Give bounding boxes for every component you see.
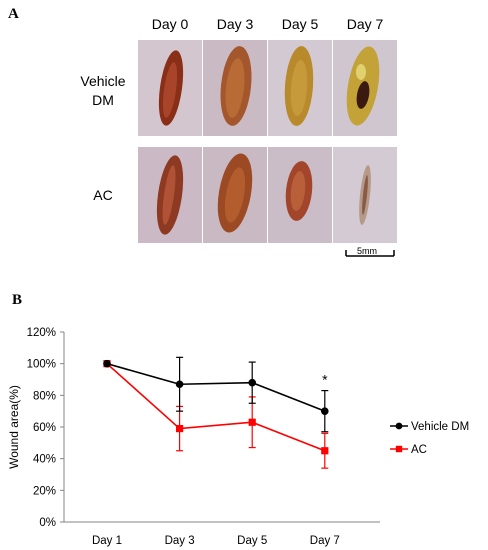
y-tick-label: 40% — [33, 454, 56, 466]
panel-a-letter: A — [8, 6, 19, 22]
series-line-vehicle-dm — [106, 362, 326, 412]
y-tick-label: 20% — [33, 485, 56, 497]
data-point — [321, 407, 329, 415]
x-tick-label: Day 5 — [237, 535, 267, 547]
wound-photo-vehicle-day7 — [333, 40, 397, 136]
column-label-day7: Day 7 — [346, 16, 384, 32]
x-tick-label: Day 1 — [92, 535, 122, 547]
data-point — [176, 424, 184, 433]
x-tick-label: Day 7 — [310, 535, 340, 547]
column-label-day0: Day 0 — [151, 16, 189, 32]
y-axis-title: Wound area(%) — [7, 385, 21, 469]
legend-label: Vehicle DM — [411, 421, 469, 433]
scale-bar — [345, 250, 395, 257]
data-point — [248, 418, 256, 426]
wound-photo-ac-day0 — [138, 147, 202, 243]
data-point — [321, 447, 329, 455]
legend-marker — [395, 422, 403, 430]
significance-annotation: * — [322, 372, 328, 388]
wound-photo-ac-day3 — [203, 147, 267, 243]
y-tick-label: 120% — [27, 327, 56, 339]
wound-area-chart: 0% 20% 40% 60% 80% 100% 120% Day 1 Day 3 Day 5 Day… — [7, 327, 469, 547]
row-label-vehicle-line1: Vehicle — [80, 73, 126, 89]
data-point — [175, 380, 184, 389]
legend-label: AC — [411, 444, 427, 456]
data-point — [248, 378, 256, 387]
legend-marker — [395, 445, 403, 453]
data-point — [103, 359, 111, 368]
y-tick-label: 60% — [33, 422, 56, 434]
wound-photo-vehicle-day0 — [138, 40, 202, 136]
y-tick-label: 80% — [33, 390, 56, 402]
row-label-ac: AC — [68, 186, 138, 205]
scale-bar-label: 5mm — [357, 246, 377, 256]
wound-photo-ac-day5 — [268, 147, 332, 243]
y-tick-label: 100% — [27, 359, 56, 371]
wound-photo-vehicle-day3 — [203, 40, 267, 136]
wound-photo-vehicle-day5 — [268, 40, 332, 136]
panel-b-letter: B — [12, 292, 23, 308]
row-label-ac-line1: AC — [93, 187, 113, 203]
column-label-day3: Day 3 — [216, 16, 254, 32]
series-line-ac — [106, 363, 326, 452]
y-tick-label: 0% — [39, 517, 56, 529]
wound-photo-ac-day7 — [333, 147, 397, 243]
row-label-vehicle-dm: Vehicle DM — [68, 72, 138, 110]
x-tick-label: Day 3 — [165, 535, 195, 547]
column-label-day5: Day 5 — [281, 16, 319, 32]
row-label-vehicle-line2: DM — [92, 92, 114, 108]
